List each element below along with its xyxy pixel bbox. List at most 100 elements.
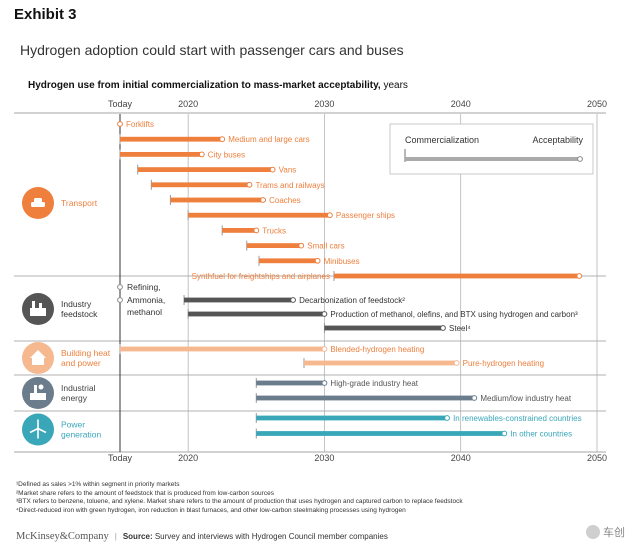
- bar-minibuses: [259, 258, 318, 264]
- footnote-3: ³BTX refers to benzene, toluene, and xyl…: [16, 498, 463, 506]
- bar-label-steel: Steel⁴: [449, 324, 471, 333]
- bar-label-ammonia: Ammonia,: [127, 295, 165, 305]
- bar-steel-end-dot: [440, 325, 446, 331]
- tick-label-top-2050: 2050: [587, 99, 607, 109]
- factory-icon-stack: [32, 301, 35, 309]
- subtitle-units: years: [380, 80, 408, 91]
- tick-label-bottom-today: Today: [108, 453, 133, 463]
- bar-trams-and-railways-end-dot: [246, 181, 253, 188]
- bar-forklifts-dot: [117, 121, 123, 127]
- sector-label-power: Power: [61, 420, 85, 430]
- sector-label-building: Building heat: [61, 348, 111, 358]
- source-text: Survey and interviews with Hydrogen Coun…: [152, 532, 388, 541]
- bar-trucks: [222, 228, 257, 233]
- bar-label-decarbonization-of-feedstock: Decarbonization of feedstock²: [299, 296, 405, 305]
- brand-logo: McKinsey&Company: [16, 531, 109, 542]
- car-icon-body: [31, 202, 45, 207]
- bar-label-medium-and-large-cars: Medium and large cars: [228, 135, 309, 144]
- footer-divider: |: [114, 532, 117, 541]
- legend-bar: [405, 157, 580, 161]
- bar-trucks-end-dot: [253, 227, 260, 234]
- bar-steel: [324, 325, 443, 331]
- bar-label-coaches: Coaches: [269, 196, 301, 205]
- house-icon-roof: [30, 350, 46, 358]
- bar-synthfuel-for-freightships-and-airplanes: [333, 273, 580, 279]
- bar-label-refining: Refining,: [127, 282, 161, 292]
- sector-label-building: and power: [61, 358, 101, 368]
- bar-label-trucks: Trucks: [262, 226, 286, 235]
- exhibit-label: Exhibit 3: [14, 6, 77, 23]
- wind-turbine-icon-blade: [29, 427, 39, 434]
- bar-small-cars: [246, 243, 302, 248]
- car-icon-cabin: [34, 198, 42, 203]
- bar-label-city-buses: City buses: [208, 150, 245, 159]
- bar-label-in-other-countries: In other countries: [510, 430, 572, 439]
- bar-synthfuel-for-freightships-and-airplanes-end-dot: [576, 273, 583, 279]
- watermark-icon: [586, 525, 600, 539]
- bar-label-production-of-methanol-olefins-and-btx-using-hydrogen-and-carbon: Production of methanol, olefins, and BTX…: [330, 310, 578, 319]
- bar-production-of-methanol-olefins-and-btx-using-hydrogen-and-carbon-end-dot: [321, 311, 328, 317]
- bar-city-buses: [120, 152, 202, 157]
- factory-icon-stack: [39, 303, 42, 309]
- footnote-4: ⁴Direct-reduced iron with green hydrogen…: [16, 506, 406, 514]
- bar-small-cars-end-dot: [298, 242, 305, 249]
- tick-label-top-2040: 2040: [451, 99, 471, 109]
- bar-decarbonization-of-feedstock: [184, 297, 294, 303]
- bar-minibuses-end-dot: [314, 257, 321, 264]
- bar-label-passenger-ships: Passenger ships: [336, 211, 395, 220]
- wind-turbine-icon-blade: [37, 427, 47, 434]
- bar-high-grade-industry-heat-end-dot: [321, 380, 328, 386]
- tick-label-bottom-2030: 2030: [314, 453, 334, 463]
- bar-label-blended-hydrogen-heating: Blended-hydrogen heating: [330, 345, 424, 354]
- house-icon-wall: [32, 358, 44, 365]
- bar-ammonia-methanol-dot: [117, 297, 123, 303]
- tick-label-bottom-2020: 2020: [178, 453, 198, 463]
- bar-coaches-end-dot: [260, 197, 267, 203]
- bar-in-renewables-constrained-countries-end-dot: [444, 415, 450, 421]
- bar-medium-and-large-cars-end-dot: [219, 136, 226, 143]
- footer: McKinsey&Company | Source: Survey and inte…: [16, 531, 388, 542]
- tick-label-bottom-2040: 2040: [451, 453, 471, 463]
- bar-passenger-ships-end-dot: [326, 212, 333, 219]
- sector-label-energy: energy: [61, 393, 88, 403]
- bar-label-trams-and-railways: Trams and railways: [255, 181, 324, 190]
- bar-vans: [137, 167, 273, 172]
- bar-passenger-ships: [188, 212, 330, 218]
- bar-label-forklifts: Forklifts: [126, 120, 154, 129]
- legend-box: [389, 123, 594, 175]
- plant-icon-steam: [38, 384, 44, 390]
- footnote-1: ¹Defined as sales >1% within segment in …: [16, 481, 180, 488]
- tick-label-top-2020: 2020: [178, 99, 198, 109]
- subtitle-bold: Hydrogen use from initial commercializat…: [28, 80, 381, 91]
- tick-label-top-today: Today: [108, 99, 133, 109]
- plant-icon-chimney: [34, 385, 37, 393]
- bar-medium-low-industry-heat-end-dot: [471, 395, 478, 401]
- plant-icon-base: [30, 393, 46, 400]
- bar-label-small-cars: Small cars: [307, 242, 344, 251]
- bar-decarbonization-of-feedstock-end-dot: [290, 297, 296, 303]
- bar-trams-and-railways: [151, 182, 250, 188]
- watermark-text: 车创: [603, 527, 625, 539]
- tick-label-bottom-2050: 2050: [587, 453, 607, 463]
- bar-blended-hydrogen-heating: [120, 346, 325, 352]
- source-label: Source:: [122, 532, 153, 541]
- bar-blended-hydrogen-heating-end-dot: [321, 346, 328, 352]
- bar-label-vans: Vans: [279, 166, 297, 175]
- sector-label-industry: feedstock: [61, 309, 98, 319]
- bar-label-medium-low-industry-heat: Medium/low industry heat: [480, 394, 571, 403]
- factory-icon-base: [30, 308, 46, 316]
- bar-pure-hydrogen-heating-end-dot: [453, 360, 460, 366]
- tick-label-top-2030: 2030: [314, 99, 334, 109]
- sector-label-industry: Industry: [61, 299, 92, 309]
- bar-in-other-countries: [256, 431, 505, 436]
- bar-coaches: [170, 197, 264, 203]
- footnote-2: ²Market share refers to the amount of fe…: [16, 489, 274, 497]
- footnotes: ¹Defined as sales >1% within segment in …: [16, 481, 463, 515]
- bar-medium-and-large-cars: [120, 136, 223, 142]
- legend-acceptability-label: Acceptability: [532, 135, 583, 145]
- watermark: 车创: [586, 520, 636, 544]
- bar-label-synthfuel-for-freightships-and-airplanes: Synthfuel for freightships and airplanes: [192, 272, 330, 281]
- bar-label-in-renewables-constrained-countries: In renewables-constrained countries: [453, 414, 582, 423]
- sector-label-energy: Industrial: [61, 383, 96, 393]
